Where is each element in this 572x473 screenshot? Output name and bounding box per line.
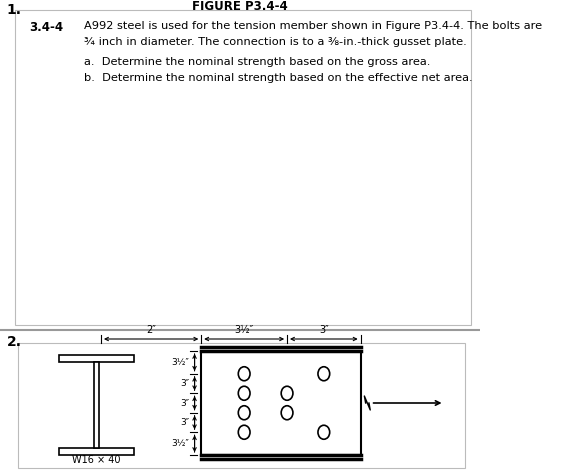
Text: A992 steel is used for the tension member shown in Figure P3.4-4. The bolts are: A992 steel is used for the tension membe…	[84, 21, 542, 31]
Text: 3″: 3″	[319, 325, 329, 335]
Bar	[93, 362, 100, 448]
Circle shape	[318, 367, 329, 381]
Text: 2.: 2.	[7, 335, 22, 349]
Text: ¾ inch in diameter. The connection is to a ⅜-in.-thick gusset plate.: ¾ inch in diameter. The connection is to…	[84, 37, 467, 47]
Text: W16 × 40: W16 × 40	[72, 455, 121, 465]
Text: 1.: 1.	[7, 3, 22, 17]
Circle shape	[239, 386, 250, 400]
Text: 3½″: 3½″	[172, 358, 189, 367]
Circle shape	[281, 386, 293, 400]
Circle shape	[281, 406, 293, 420]
Text: 3½″: 3½″	[235, 325, 254, 335]
Text: FIGURE P3.4-4: FIGURE P3.4-4	[192, 0, 288, 13]
Circle shape	[239, 406, 250, 420]
Text: 3″: 3″	[180, 418, 189, 427]
Bar	[18, 343, 464, 468]
Text: 3½″: 3½″	[172, 439, 189, 448]
Circle shape	[239, 425, 250, 439]
Text: a.  Determine the nominal strength based on the gross area.: a. Determine the nominal strength based …	[84, 57, 430, 67]
Circle shape	[239, 367, 250, 381]
Text: 3″: 3″	[180, 398, 189, 408]
Text: 3″: 3″	[180, 379, 189, 388]
Circle shape	[318, 425, 329, 439]
Bar	[15, 10, 471, 325]
Text: 3.4-4: 3.4-4	[29, 21, 63, 34]
Bar	[201, 351, 360, 455]
Text: b.  Determine the nominal strength based on the effective net area.: b. Determine the nominal strength based …	[84, 73, 472, 83]
Bar	[59, 355, 134, 362]
Text: 2″: 2″	[146, 325, 156, 335]
Bar	[59, 448, 134, 455]
